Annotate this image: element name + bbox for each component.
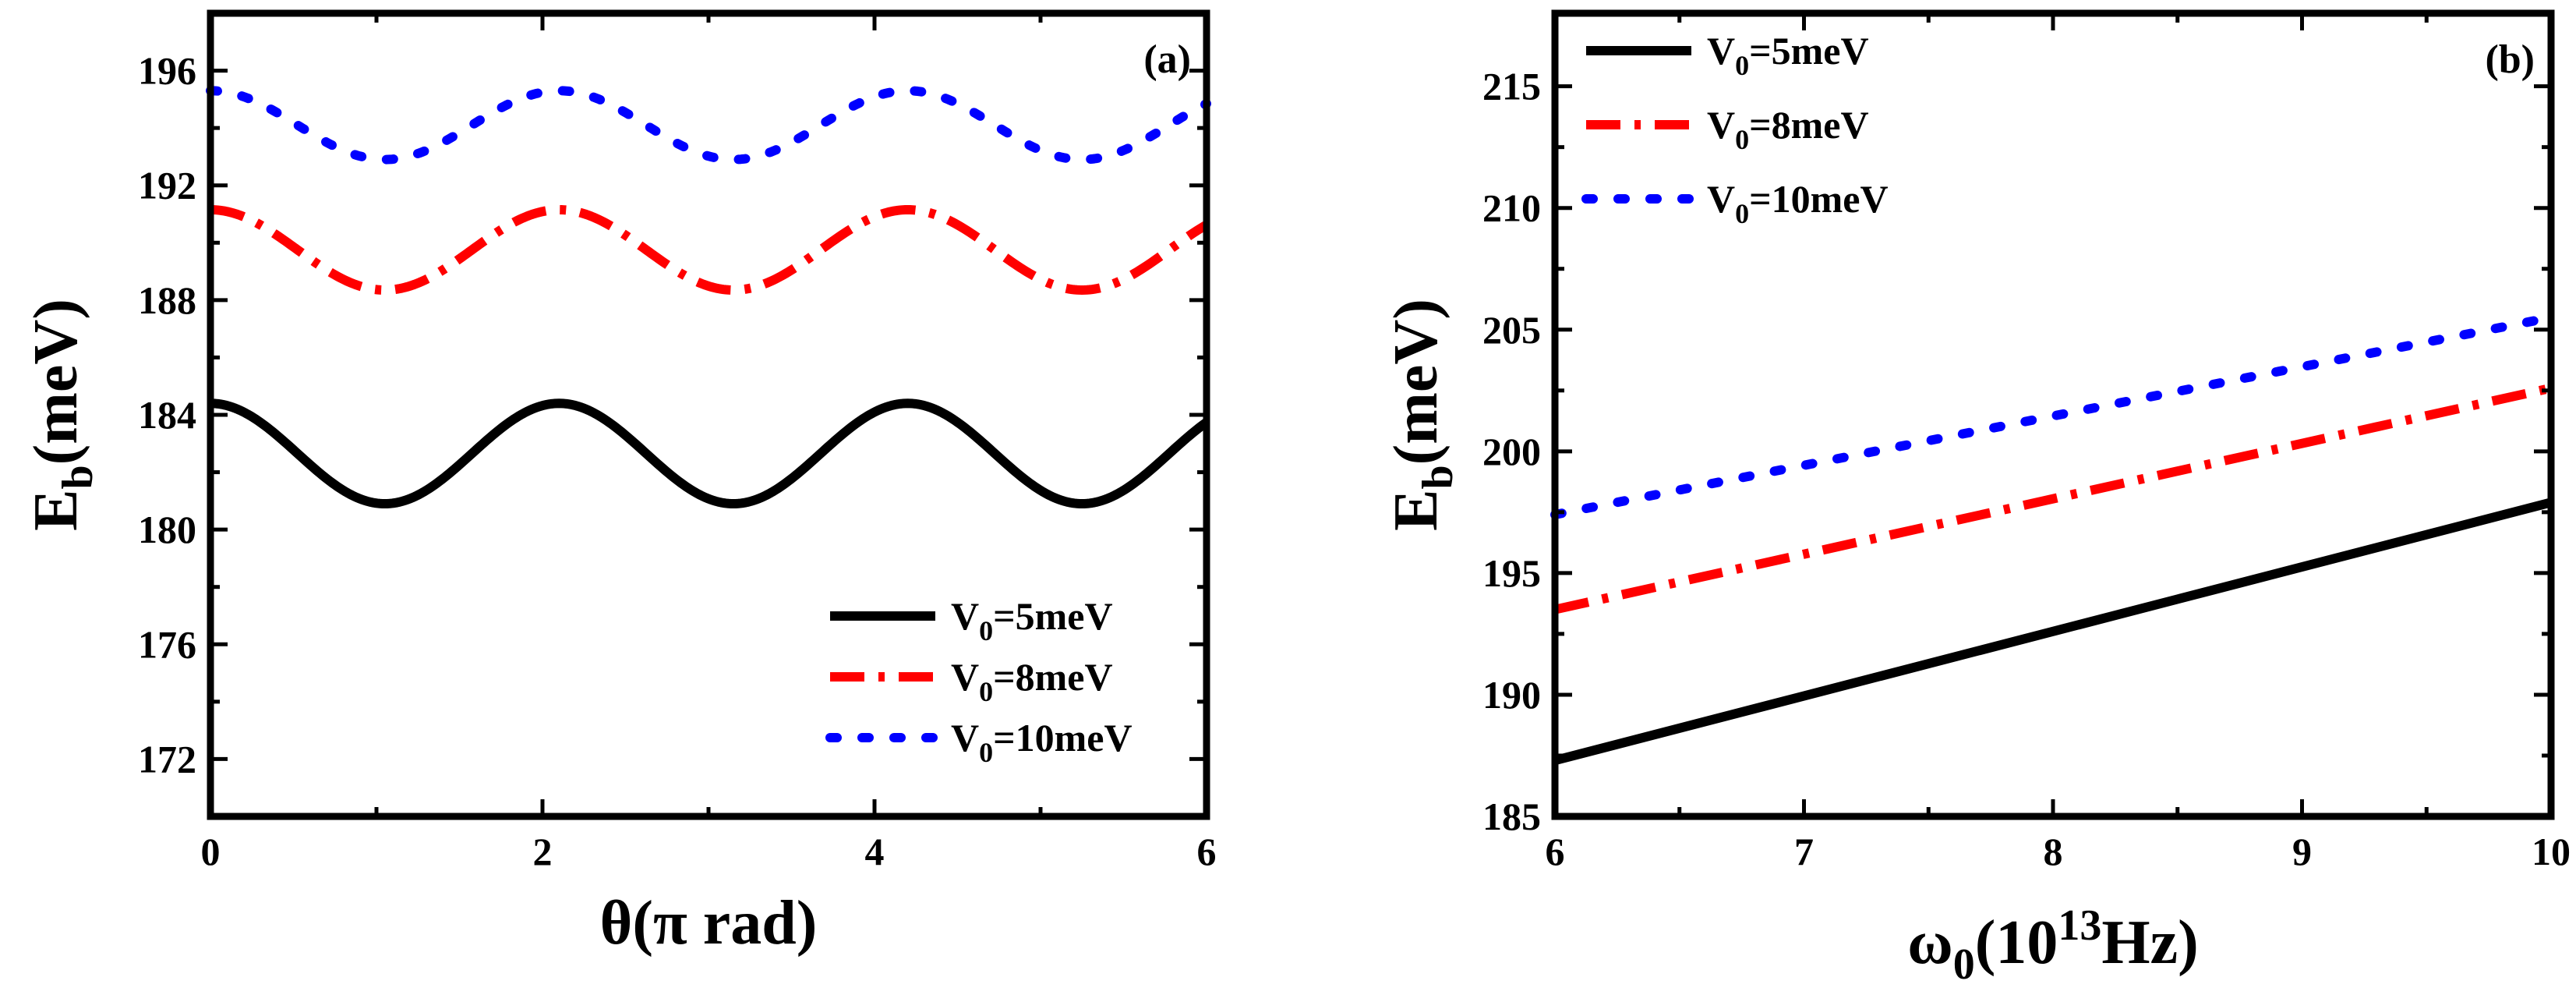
panel-b-x-axis-label-unit-post: Hz) <box>2101 908 2198 977</box>
panel-a-legend-label-1: V0=8meV <box>951 655 1113 707</box>
panel-a-legend-label-rest-0: =5meV <box>993 594 1112 638</box>
panel-b-legend-label-0: V0=5meV <box>1707 29 1869 81</box>
panel-b-series-group <box>1550 313 2556 766</box>
panel-a-y-tick-label-3: 184 <box>138 393 196 437</box>
panel-b-x-axis-label-subscript: 0 <box>1953 940 1975 989</box>
panel-b-y-axis-label-subscript: b <box>1414 465 1462 489</box>
panel-b-y-axis-label: Eb(meV) <box>1382 299 1462 531</box>
panel-b-legend-label-1: V0=8meV <box>1707 103 1869 155</box>
panel-a-series-line-0 <box>208 398 1210 509</box>
panel-b-y-tick-label-5: 210 <box>1482 186 1541 230</box>
panel-a-legend-label-rest-2: =10meV <box>993 716 1132 759</box>
panel-b-x-tick-label-3: 9 <box>2292 830 2312 873</box>
panel-a-legend-label-2: V0=10meV <box>951 716 1133 768</box>
panel-b-plot-frame <box>1551 9 2555 820</box>
panel-a-x-axis-label: θ(π rad) <box>600 889 818 958</box>
panel-b-y-tick-label-6: 215 <box>1482 65 1541 108</box>
panel-b-legend-label-rest-2: =10meV <box>1749 177 1888 221</box>
panel-a-plot-frame <box>207 9 1210 820</box>
panel-a-y-axis-label-main: E <box>22 490 90 531</box>
panel-b-legend-label-main-1: V <box>1707 103 1735 147</box>
panel-a-y-tick-label-1: 176 <box>138 622 196 666</box>
panel-b-x-axis-label-main: ω <box>1907 908 1952 977</box>
panel-b-y-axis-label-main: E <box>1382 490 1451 531</box>
panel-b-series-line-0 <box>1553 497 2553 766</box>
panel-a-legend-label-rest-1: =8meV <box>993 655 1112 699</box>
panel-b-x-tick-label-2: 8 <box>2044 830 2063 873</box>
panel-b-y-tick-label-1: 190 <box>1482 673 1541 717</box>
panel-b-legend-label-sub-0: 0 <box>1735 50 1749 81</box>
panel-a-series-line-2 <box>206 86 1211 165</box>
panel-b-x-axis-label: ω0(1013Hz) <box>1907 901 2199 989</box>
panel-a-legend-label-main-2: V <box>951 716 979 759</box>
panel-b-y-tick-label-2: 195 <box>1482 551 1541 595</box>
panel-a-legend-label-sub-2: 0 <box>979 737 993 768</box>
panel-a-x-tick-label-1: 2 <box>533 830 553 873</box>
panel-b-x-tick-label-1: 7 <box>1794 830 1814 873</box>
panel-a-y-tick-label-4: 188 <box>138 278 196 322</box>
panel-a-series-group <box>206 86 1211 509</box>
panel-a-legend-label-0: V0=5meV <box>951 594 1113 646</box>
panel-b-x-axis-label-unit-pre: (10 <box>1975 908 2058 977</box>
panel-a-y-tick-label-2: 180 <box>138 508 196 551</box>
panel-a-x-tick-label-3: 6 <box>1197 830 1217 873</box>
panel-a-x-tick-label-2: 4 <box>865 830 885 873</box>
panel-a-y-tick-label-0: 172 <box>138 737 196 781</box>
panel-b-legend-label-rest-0: =5meV <box>1749 29 1868 73</box>
panel-b-series-line-1 <box>1553 383 2553 614</box>
panel-b-legend-label-2: V0=10meV <box>1707 177 1889 229</box>
panel-b-legend-label-main-0: V <box>1707 29 1735 73</box>
panel-a-y-tick-label-5: 192 <box>138 164 196 207</box>
panel-a-y-axis-label-subscript: b <box>54 465 102 489</box>
panel-b-y-tick-label-4: 205 <box>1482 308 1541 352</box>
panel-b-legend-label-sub-2: 0 <box>1735 198 1749 229</box>
panel-a-label: (a) <box>1143 37 1191 82</box>
panel-b-y-axis-label-unit: (meV) <box>1382 299 1451 465</box>
panel-a-y-axis-label: Eb(meV) <box>22 299 102 531</box>
panel-a-y-tick-label-6: 196 <box>138 49 196 93</box>
panel-b-y-tick-label-3: 200 <box>1482 430 1541 473</box>
panel-a-y-axis-label-unit: (meV) <box>22 299 90 465</box>
panel-b-label: (b) <box>2485 37 2535 82</box>
panel-a-series-line-1 <box>208 204 1209 295</box>
panel-a-legend-label-main-1: V <box>951 655 979 699</box>
panel-b-x-tick-label-0: 6 <box>1546 830 1565 873</box>
panel-b-y-tick-label-0: 185 <box>1482 795 1541 838</box>
panel-a-legend-label-sub-0: 0 <box>979 615 993 646</box>
panel-b-x-tick-label-4: 10 <box>2532 830 2571 873</box>
panel-b-series-line-2 <box>1550 313 2556 519</box>
panel-b-x-axis-label-superscript: 13 <box>2058 901 2101 950</box>
panel-a-x-tick-label-0: 0 <box>201 830 221 873</box>
panel-b-legend-label-main-2: V <box>1707 177 1735 221</box>
panel-a-legend-label-main-0: V <box>951 594 979 638</box>
panel-a-ticks-group: 0 2 4 6 172 176 180 184 188 192 196 <box>138 13 1217 873</box>
panel-b-legend-label-sub-1: 0 <box>1735 124 1749 155</box>
panel-a-legend-label-sub-1: 0 <box>979 676 993 707</box>
panel-b-legend-label-rest-1: =8meV <box>1749 103 1868 147</box>
